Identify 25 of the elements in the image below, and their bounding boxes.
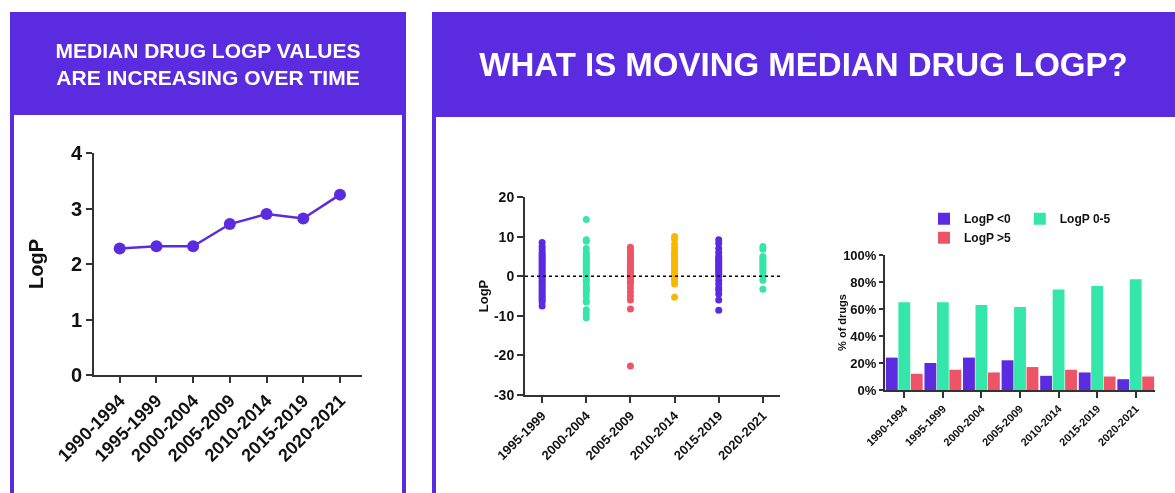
y-tick-label: -20 — [493, 347, 515, 364]
y-tick-label: 60% — [850, 301, 877, 317]
y-tick-label: 40% — [850, 328, 877, 344]
y-tick-label: 3 — [70, 197, 82, 220]
y-tick-label: 0 — [70, 364, 82, 386]
legend-label: LogP >5 — [964, 231, 1012, 246]
y-tick-label: 0% — [857, 382, 877, 398]
y-tick-label: 20 — [498, 188, 515, 205]
y-tick-label: 0 — [506, 268, 515, 285]
y-axis-title: % of drugs — [836, 294, 849, 351]
y-tick-label: -10 — [493, 307, 515, 324]
y-tick-label: 20% — [850, 355, 877, 371]
y-tick-label: 2 — [70, 253, 82, 275]
y-axis-title: LogP — [476, 279, 491, 313]
y-tick-label: 4 — [70, 142, 83, 164]
y-tick-label: 1 — [70, 308, 82, 331]
legend-label: LogP <0 — [964, 212, 1012, 227]
y-tick-label: 10 — [498, 228, 515, 245]
chart-title: MEDIAN DRUG LOGP VALUES ARE INCREASING OVER TIME — [10, 12, 406, 115]
legend-label: LogP 0-5 — [1059, 212, 1111, 227]
y-tick-label: 80% — [850, 274, 877, 290]
chart-title: WHAT IS MOVING MEDIAN DRUG LOGP? — [432, 12, 1175, 117]
y-tick-label: 100% — [843, 247, 877, 263]
y-tick-label: -30 — [493, 386, 515, 403]
y-axis-title: LogP — [25, 239, 47, 289]
